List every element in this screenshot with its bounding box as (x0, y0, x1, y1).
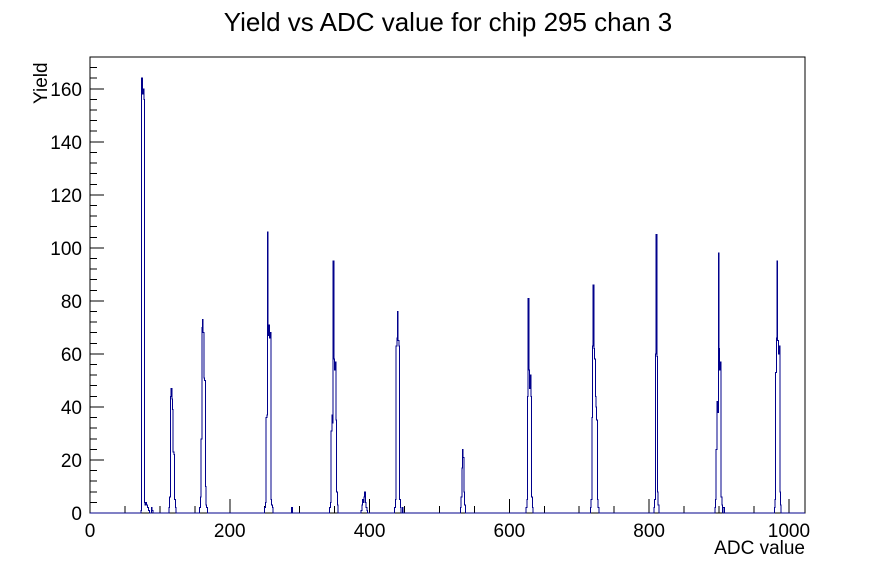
y-tick-label: 0 (71, 504, 82, 525)
y-tick-label: 160 (50, 80, 82, 101)
y-tick-label: 140 (50, 133, 82, 154)
frame-box (89, 56, 806, 514)
y-axis-label: Yield (31, 62, 52, 104)
x-axis-label: ADC value (714, 538, 805, 559)
y-tick-label: 80 (61, 292, 82, 313)
x-tick-label: 1000 (768, 521, 810, 542)
y-tick-label: 100 (50, 239, 82, 260)
chart-title: Yield vs ADC value for chip 295 chan 3 (224, 7, 673, 37)
x-tick-label: 800 (633, 521, 665, 542)
y-tick-label: 60 (61, 345, 82, 366)
x-tick-label: 200 (214, 521, 246, 542)
x-tick-label: 600 (494, 521, 526, 542)
histogram-line (90, 77, 805, 514)
x-axis: 0 200 400 600 800 1000 (85, 499, 810, 542)
x-tick-label: 400 (354, 521, 386, 542)
y-tick-label: 40 (61, 398, 82, 419)
y-tick-label: 120 (50, 186, 82, 207)
plot-frame (89, 56, 806, 514)
y-axis: 0 20 40 60 80 100 120 140 160 (50, 67, 104, 525)
y-tick-label: 20 (61, 451, 82, 472)
x-tick-label: 0 (85, 521, 96, 542)
